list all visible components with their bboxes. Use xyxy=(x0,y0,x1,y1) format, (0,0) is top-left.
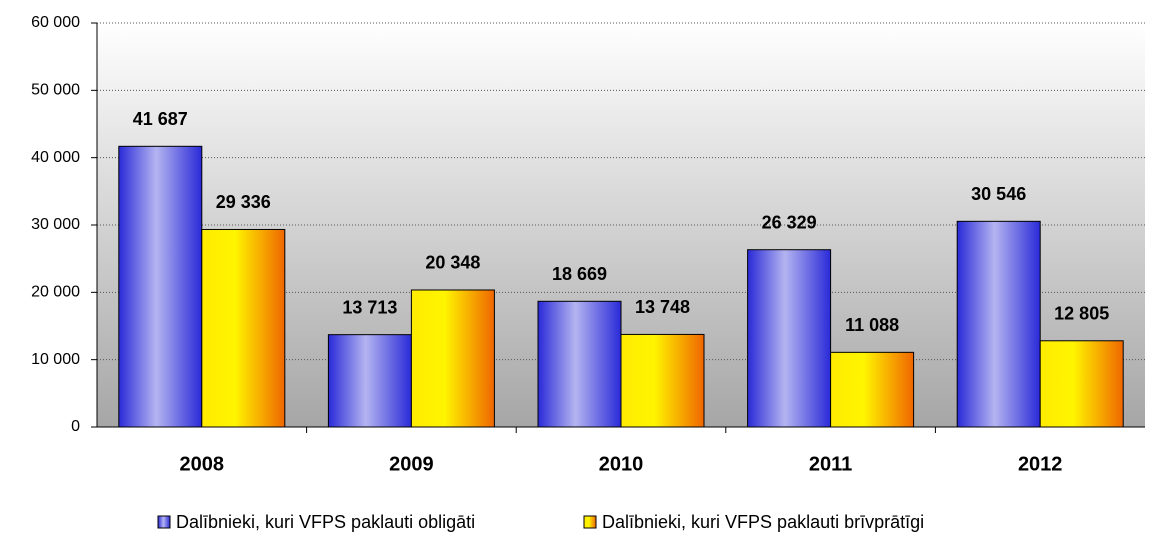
data-label: 41 687 xyxy=(133,109,188,129)
data-label: 11 088 xyxy=(845,315,899,335)
data-label: 12 805 xyxy=(1054,304,1109,324)
y-tick-label: 50 000 xyxy=(31,82,80,99)
legend-label: Dalībnieki, kuri VFPS paklauti brīvprātī… xyxy=(602,512,924,532)
data-label: 26 329 xyxy=(762,212,817,232)
y-tick-label: 30 000 xyxy=(31,216,80,233)
bar xyxy=(620,333,705,428)
bar xyxy=(747,249,832,428)
bar xyxy=(410,289,495,428)
bar xyxy=(956,220,1041,428)
y-tick-label: 0 xyxy=(71,418,80,435)
y-tick-label: 40 000 xyxy=(31,149,80,166)
y-tick-label: 20 000 xyxy=(31,284,80,301)
bar xyxy=(1039,340,1124,428)
legend-label: Dalībnieki, kuri VFPS paklauti obligāti xyxy=(176,512,475,532)
bar xyxy=(537,300,622,428)
data-label: 18 669 xyxy=(552,264,607,284)
bar xyxy=(830,351,915,428)
data-label: 30 546 xyxy=(971,184,1026,204)
bar xyxy=(201,228,286,428)
y-tick-label: 10 000 xyxy=(31,351,80,368)
y-tick-label: 60 000 xyxy=(31,14,80,31)
data-label: 13 713 xyxy=(342,297,397,317)
data-label: 13 748 xyxy=(635,297,690,317)
bar xyxy=(118,145,203,428)
x-tick-label: 2011 xyxy=(809,453,852,475)
x-tick-label: 2010 xyxy=(599,453,644,475)
legend-swatch xyxy=(157,515,171,529)
x-tick-label: 2012 xyxy=(1018,453,1063,475)
x-tick-label: 2008 xyxy=(180,453,225,475)
legend-swatch xyxy=(583,515,597,529)
bar xyxy=(327,334,412,428)
data-label: 20 348 xyxy=(425,253,480,273)
x-tick-label: 2009 xyxy=(389,453,434,475)
data-label: 29 336 xyxy=(216,192,271,212)
